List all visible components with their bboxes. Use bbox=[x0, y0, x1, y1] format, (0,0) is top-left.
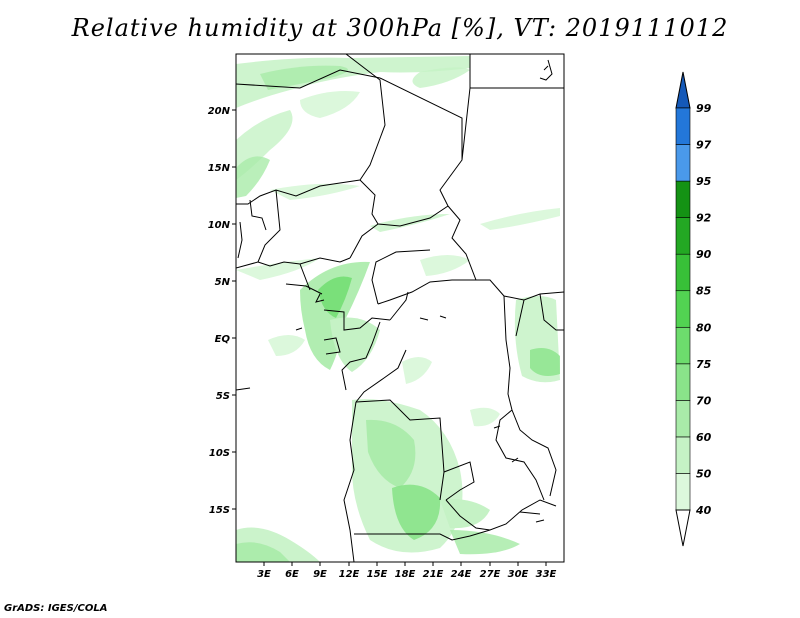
colorbar-top-arrow bbox=[675, 71, 691, 109]
lon-tick-label: 6E bbox=[285, 569, 299, 580]
lon-tick-label: 15E bbox=[367, 569, 388, 580]
lat-tick-label: 10N bbox=[208, 220, 231, 231]
lat-tick-label: 10S bbox=[209, 448, 230, 459]
map-frame bbox=[235, 53, 565, 563]
lon-tick-label: 21E bbox=[423, 569, 444, 580]
colorbar-label: 99 bbox=[696, 102, 712, 115]
lon-tick-label: 27E bbox=[480, 569, 501, 580]
colorbar-label: 60 bbox=[696, 431, 712, 444]
colorbar-label: 40 bbox=[695, 504, 712, 517]
colorbar-label: 95 bbox=[696, 175, 712, 188]
colorbar-bin bbox=[675, 180, 691, 218]
colorbar-bin bbox=[675, 107, 691, 145]
lat-tick-label: 15S bbox=[209, 505, 230, 516]
country-boundaries bbox=[236, 54, 564, 562]
lat-axis: 20N 15N 10N 5N EQ 5S 10S 15S bbox=[208, 106, 236, 516]
lon-tick-label: 3E bbox=[257, 569, 271, 580]
lon-axis: 3E 6E 9E 12E 15E 18E 21E 24E 27E 30E 33E bbox=[257, 562, 557, 580]
colorbar-bottom-arrow bbox=[675, 509, 691, 547]
lat-tick-label: EQ bbox=[215, 334, 231, 345]
colorbar-label: 85 bbox=[696, 285, 712, 298]
colorbar-bin bbox=[675, 217, 691, 255]
colorbar-label: 92 bbox=[696, 212, 712, 225]
credit-label: GrADS: IGES/COLA bbox=[4, 603, 108, 614]
colorbar-bin bbox=[675, 144, 691, 182]
colorbar-bin bbox=[675, 253, 691, 292]
colorbar: 40 50 60 70 75 80 85 90 92 95 97 99 bbox=[675, 71, 712, 547]
colorbar-label: 50 bbox=[696, 467, 712, 480]
lon-tick-label: 9E bbox=[313, 569, 327, 580]
lon-tick-label: 30E bbox=[508, 569, 529, 580]
lon-tick-label: 18E bbox=[395, 569, 416, 580]
colorbar-label: 90 bbox=[696, 248, 712, 261]
lat-tick-label: 15N bbox=[208, 163, 231, 174]
map-title: Relative humidity at 300hPa [%], VT: 201… bbox=[71, 14, 729, 42]
colorbar-label: 97 bbox=[696, 139, 712, 152]
colorbar-bin bbox=[675, 363, 691, 401]
lon-tick-label: 24E bbox=[451, 569, 472, 580]
lat-tick-label: 5N bbox=[215, 277, 231, 288]
colorbar-bin bbox=[675, 290, 691, 328]
colorbar-bin bbox=[675, 400, 691, 438]
lon-tick-label: 33E bbox=[536, 569, 557, 580]
colorbar-label: 80 bbox=[696, 321, 712, 334]
colorbar-bin bbox=[675, 473, 691, 511]
lat-tick-label: 20N bbox=[208, 106, 231, 117]
humidity-shading bbox=[236, 56, 560, 562]
lat-tick-label: 5S bbox=[216, 391, 230, 402]
colorbar-label: 70 bbox=[696, 394, 712, 407]
lon-tick-label: 12E bbox=[339, 569, 360, 580]
colorbar-bin bbox=[675, 436, 691, 474]
colorbar-bin bbox=[675, 326, 691, 365]
colorbar-label: 75 bbox=[696, 358, 712, 371]
